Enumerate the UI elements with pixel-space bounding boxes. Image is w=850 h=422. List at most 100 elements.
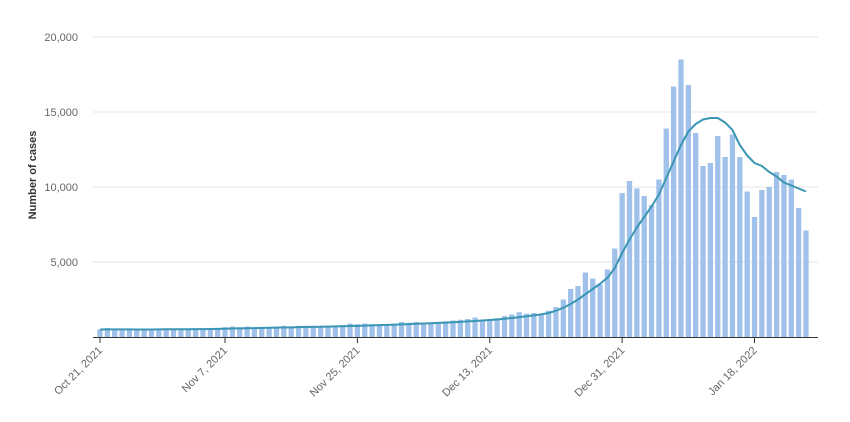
bar — [737, 157, 743, 337]
bar — [612, 248, 618, 337]
bar — [391, 323, 397, 337]
bar — [766, 187, 772, 337]
bar — [707, 163, 714, 337]
bar — [796, 208, 802, 337]
bar — [384, 324, 390, 337]
bar — [457, 319, 463, 337]
bar — [435, 322, 441, 337]
bar — [156, 328, 162, 337]
bar — [465, 319, 471, 337]
bar — [406, 322, 412, 337]
bar — [619, 193, 625, 337]
bar — [670, 86, 677, 337]
bar — [494, 318, 500, 337]
bar — [472, 317, 478, 337]
bar — [119, 329, 125, 337]
bar — [288, 326, 294, 337]
bar — [325, 326, 331, 337]
bar — [729, 134, 736, 337]
x-tick-label: Nov 7, 2021 — [180, 345, 230, 395]
bar — [626, 181, 633, 337]
x-axis-ticks: Oct 21, 2021 Nov 7, 2021 Nov 25, 2021 Dec 1… — [52, 337, 760, 399]
bar — [266, 327, 272, 337]
bar — [803, 230, 809, 337]
bar — [192, 328, 199, 337]
x-tick-label: Dec 31, 2021 — [573, 345, 628, 400]
bar — [251, 327, 258, 337]
bar — [523, 313, 530, 337]
x-tick-label: Oct 21, 2021 — [52, 345, 105, 398]
y-axis-title: Number of cases — [27, 131, 39, 220]
bar — [281, 325, 287, 337]
x-tick-label: Jan 18, 2022 — [706, 345, 759, 398]
bar — [273, 326, 280, 337]
y-axis-labels: 5,000 10,000 15,000 20,000 — [44, 32, 78, 269]
bar — [538, 314, 544, 337]
y-tick-label: 5,000 — [50, 257, 78, 269]
bar — [369, 324, 375, 337]
bar — [759, 190, 765, 337]
bar — [200, 329, 206, 337]
bar — [420, 322, 427, 337]
bar — [685, 85, 691, 337]
bar — [678, 59, 684, 337]
bar — [715, 136, 721, 337]
bar-series — [97, 59, 809, 337]
bar — [450, 320, 456, 337]
bar — [244, 326, 250, 337]
bar — [648, 205, 655, 337]
bar — [641, 196, 647, 337]
bar — [568, 289, 574, 337]
bar — [222, 327, 228, 337]
moving-average-line — [99, 117, 807, 331]
bar — [112, 329, 118, 337]
bar — [229, 326, 236, 337]
bar — [560, 299, 566, 337]
bar — [413, 322, 419, 337]
bar — [663, 128, 669, 337]
bar — [207, 328, 213, 337]
bar — [751, 217, 758, 337]
bar — [215, 328, 221, 337]
bar — [501, 316, 508, 337]
bar — [545, 310, 552, 337]
bar — [141, 329, 147, 337]
bar — [773, 172, 780, 337]
bar — [295, 325, 302, 337]
bar — [693, 133, 699, 337]
bar — [398, 322, 405, 337]
bar — [303, 325, 309, 337]
bar — [163, 328, 169, 337]
bar — [170, 329, 177, 337]
bar — [104, 328, 110, 337]
bar — [310, 325, 316, 337]
y-tick-label: 15,000 — [44, 107, 78, 119]
bar — [479, 320, 486, 337]
x-tick-label: Dec 13, 2021 — [440, 345, 495, 400]
bar — [148, 329, 155, 337]
y-tick-label: 10,000 — [44, 182, 78, 194]
bar — [332, 325, 338, 337]
bar — [354, 324, 361, 337]
bar — [788, 179, 794, 337]
bar — [443, 321, 449, 337]
bar — [126, 329, 133, 337]
bar — [575, 286, 581, 337]
bar — [590, 278, 596, 337]
bar — [134, 329, 140, 337]
y-tick-label: 20,000 — [44, 32, 78, 44]
bar — [97, 329, 103, 337]
bar — [428, 323, 434, 337]
bar — [178, 328, 184, 337]
bar — [604, 269, 611, 337]
bar — [237, 327, 243, 337]
bar — [362, 323, 368, 337]
bar — [553, 307, 559, 337]
bar — [347, 323, 353, 337]
bar — [531, 313, 537, 337]
bar — [781, 175, 787, 337]
bar — [722, 157, 728, 337]
bar — [509, 314, 515, 337]
bar — [744, 191, 750, 337]
